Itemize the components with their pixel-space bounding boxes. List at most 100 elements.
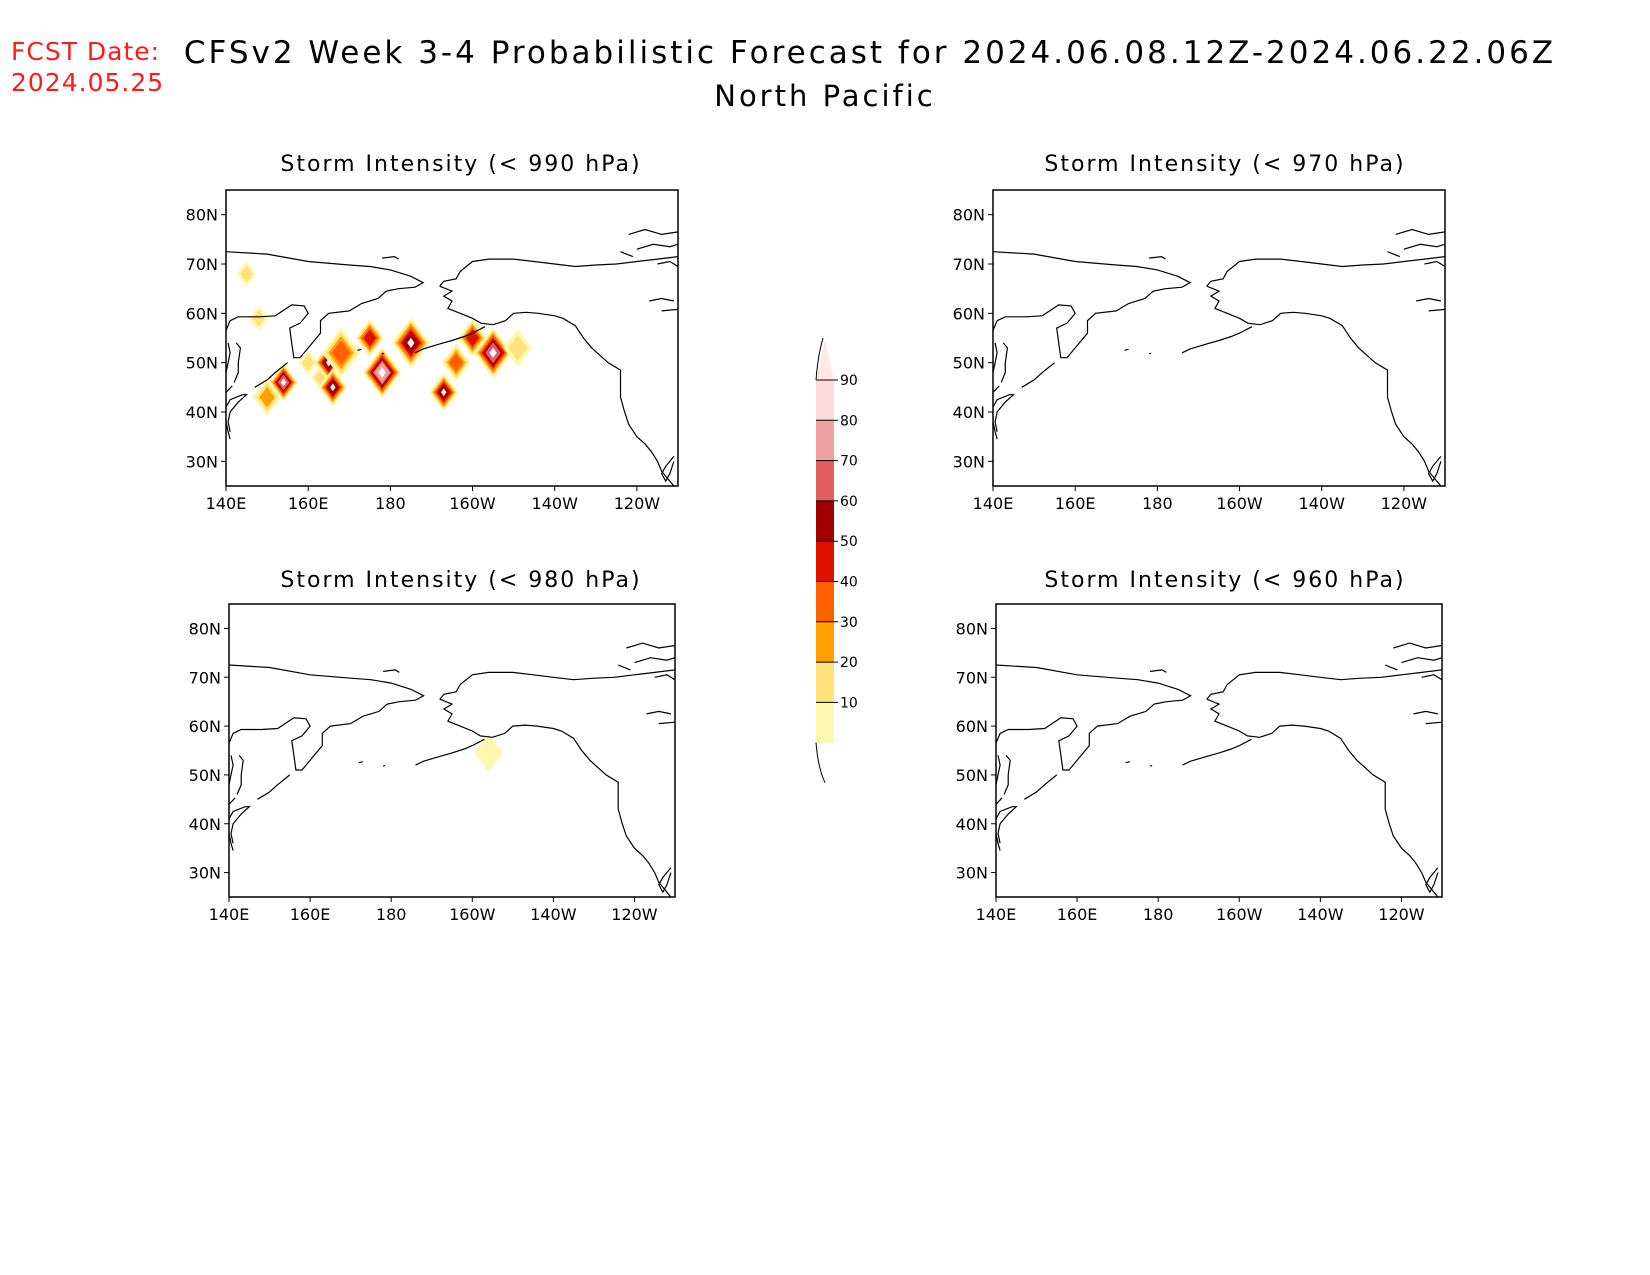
coastline [229, 806, 251, 844]
coastline [620, 251, 634, 258]
coastline [996, 755, 1001, 785]
map-area-p990 [226, 228, 678, 486]
map-panel-p980: 80N 70N 60N 50N 40N 30N 140E 160E 180 160W 140W 120… [189, 603, 676, 924]
lat-tick-label: 60N [186, 304, 218, 323]
lat-tick-label: 80N [956, 619, 988, 638]
coastline [993, 251, 1192, 292]
coastline [1425, 867, 1439, 894]
lon-tick-label: 120W [1378, 905, 1425, 924]
coastline [657, 260, 678, 268]
coastline [1206, 698, 1439, 897]
colorbar-legend: 90 80 70 60 50 40 30 20 10 [815, 337, 858, 783]
coastline [993, 342, 998, 373]
lon-tick-label: 140E [206, 494, 247, 513]
lon-tick-label: 180 [1142, 494, 1173, 513]
coastline [996, 806, 1018, 844]
lat-tick-label: 80N [186, 206, 218, 225]
coastline [229, 664, 425, 705]
lat-tick-label: 40N [956, 815, 988, 834]
coastline [1000, 342, 1009, 383]
coastline [1387, 251, 1401, 258]
lat-tick-label: 30N [186, 452, 218, 471]
coastline [1125, 761, 1130, 764]
prob-cell [474, 733, 503, 772]
coastline [1424, 260, 1445, 268]
lat-tick-label: 30N [956, 864, 988, 883]
coastline [229, 755, 234, 785]
lat-tick-label: 70N [189, 668, 221, 687]
lat-tick-label: 50N [956, 766, 988, 785]
coastline [1421, 674, 1442, 681]
panel-title-960: Storm Intensity (< 960 hPa) [1044, 568, 1406, 593]
fcst-date-label: FCST Date: 2024.05.25 [11, 36, 164, 98]
coastline [439, 669, 675, 700]
fcst-date-value: 2024.05.25 [11, 68, 165, 97]
coastline [1413, 710, 1439, 715]
coastline [1148, 352, 1152, 355]
coastline [658, 721, 675, 725]
lat-tick-label: 40N [186, 403, 218, 422]
map-panel-p990: 80N 70N 60N 50N 40N 30N 140E 160E 180 160W 140W 120… [186, 189, 679, 513]
lon-tick-label: 160E [1055, 494, 1096, 513]
coastline [226, 251, 425, 292]
lat-tick-label: 70N [953, 255, 985, 274]
coastline [439, 285, 675, 486]
coastline [1428, 308, 1445, 312]
lon-tick-label: 140W [1297, 905, 1344, 924]
coastline [1425, 721, 1442, 725]
colorbar-label: 20 [840, 655, 858, 671]
colorbar-top-arrow [816, 340, 834, 380]
coastline [993, 290, 1154, 359]
coastline [626, 642, 675, 649]
prob-core [330, 383, 336, 392]
coastline [381, 352, 385, 355]
panel-title-970: Storm Intensity (< 970 hPa) [1044, 152, 1406, 177]
coastline [229, 797, 236, 805]
colorbar-swatch [816, 460, 834, 501]
coastline [383, 669, 400, 673]
coastline [382, 765, 386, 767]
lon-tick-label: 180 [376, 905, 407, 924]
coastline [1395, 228, 1445, 236]
colorbar-label: 60 [840, 494, 858, 510]
coastline [1416, 297, 1442, 302]
coastline [628, 228, 678, 236]
map-frame [228, 603, 676, 898]
colorbar-swatch [816, 662, 834, 703]
lat-tick-label: 60N [956, 717, 988, 736]
coastline [617, 664, 631, 671]
colorbar-swatch [816, 621, 834, 663]
coastline [993, 385, 1000, 393]
lon-tick-label: 120W [1381, 494, 1428, 513]
map-area-p980 [229, 642, 675, 897]
coastline [1124, 348, 1129, 351]
coastline [1427, 456, 1442, 483]
prob-cell [449, 353, 464, 372]
prob-cell [466, 329, 479, 347]
coastline [996, 797, 1003, 805]
coastline [646, 710, 672, 715]
colorbar-label: 50 [840, 534, 858, 550]
coastline [661, 308, 678, 312]
coastline [996, 664, 1192, 705]
coastline [1206, 669, 1442, 700]
coastline [1393, 642, 1442, 649]
map-frame [225, 189, 679, 487]
colorbar-label: 70 [840, 454, 858, 470]
coastline [1149, 255, 1166, 260]
lat-tick-label: 80N [953, 206, 985, 225]
coastline [1150, 669, 1167, 673]
prob-cell [508, 335, 528, 361]
coastline [634, 657, 675, 664]
coastline [254, 362, 288, 388]
colorbar-swatch [816, 380, 834, 421]
lon-tick-label: 160E [1057, 905, 1098, 924]
coastline [257, 774, 291, 800]
coastline [236, 755, 244, 795]
coastline [1021, 362, 1055, 388]
lon-tick-label: 140E [209, 905, 250, 924]
lon-tick-label: 140W [532, 494, 579, 513]
lat-tick-label: 30N [189, 864, 221, 883]
lat-tick-label: 50N [186, 354, 218, 373]
